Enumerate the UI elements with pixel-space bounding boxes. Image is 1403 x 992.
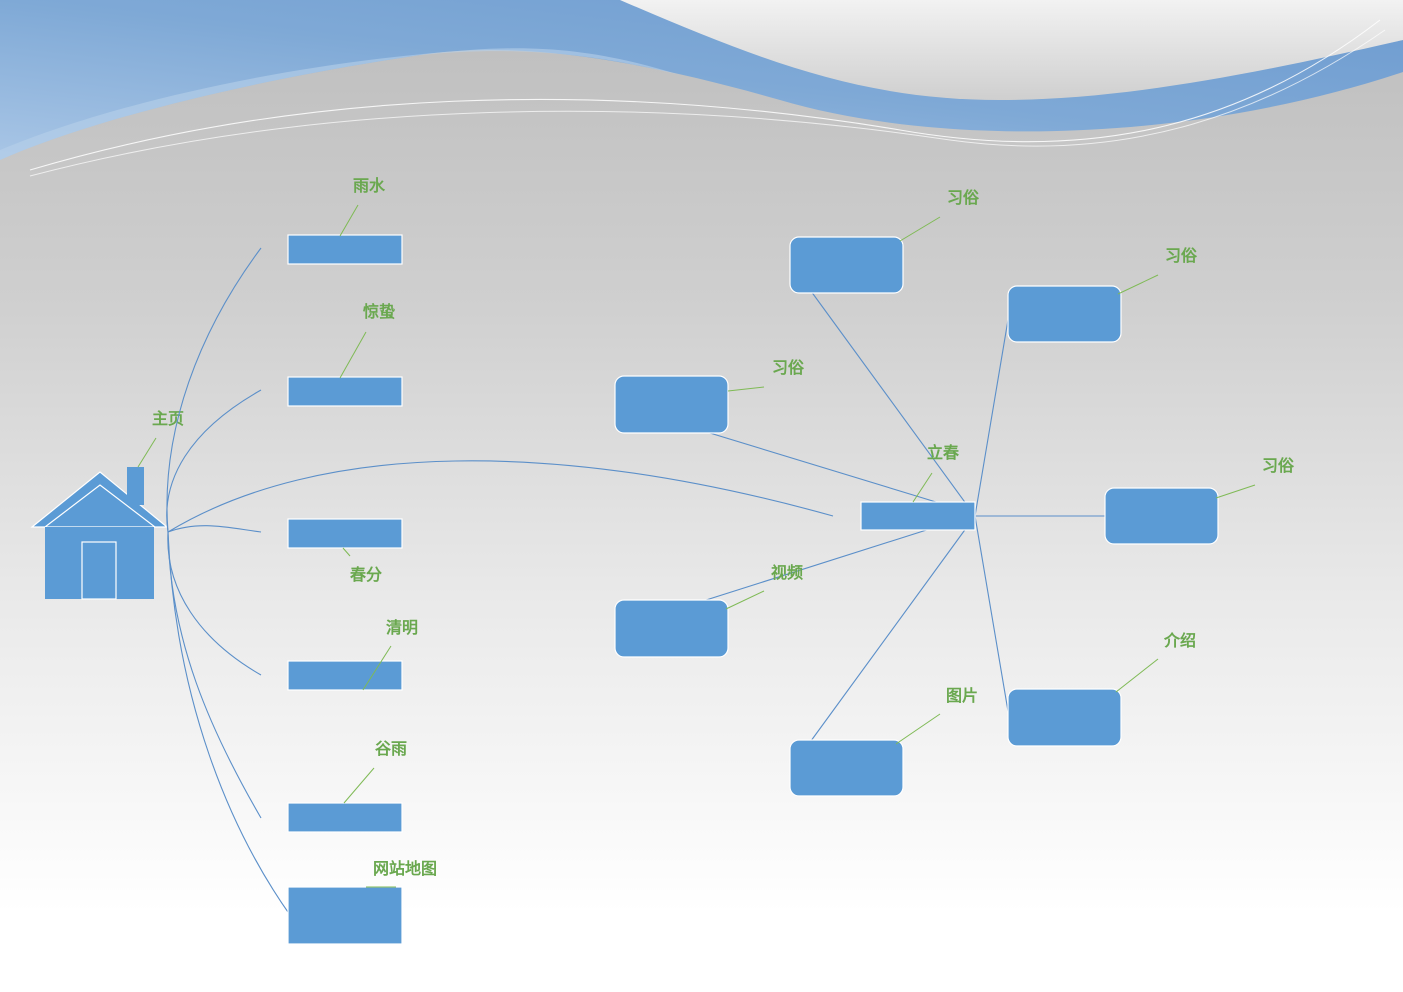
header-wave-decoration [0,0,1403,177]
label-custom-4: 习俗 [1262,456,1295,475]
node-yushui[interactable] [287,234,403,265]
callout-intro [1115,658,1159,693]
node-site-map[interactable] [287,886,403,945]
label-lichun: 立春 [927,443,960,462]
callout-lichun [912,472,933,503]
label-yushui: 雨水 [353,176,386,195]
callout-guyu [343,767,375,804]
node-pictures[interactable] [789,739,904,797]
callout-video [725,590,765,610]
label-custom-2: 习俗 [1165,246,1198,265]
callout-custom-4 [1215,484,1256,499]
node-intro[interactable] [1007,688,1122,747]
label-chunfen: 春分 [349,565,382,584]
callout-yushui [339,204,359,237]
label-guyu: 谷雨 [375,739,407,758]
node-custom-3[interactable] [614,375,729,434]
node-custom-4[interactable] [1104,487,1219,545]
label-custom-3: 习俗 [772,358,805,377]
label-qingming: 清明 [386,618,418,637]
node-chunfen[interactable] [287,518,403,549]
house-icon[interactable] [30,467,169,600]
label-intro: 介绍 [1163,631,1196,650]
home-label: 主页 [152,409,184,428]
label-video: 视频 [771,563,803,582]
callout-custom-2 [1117,274,1159,295]
node-custom-1[interactable] [789,236,904,294]
callout-qingming [362,645,392,691]
node-guyu[interactable] [287,802,403,833]
node-custom-2[interactable] [1007,285,1122,343]
home-callout-line [137,437,157,468]
callout-custom-3 [727,386,765,392]
label-custom-1: 习俗 [947,188,980,207]
label-jingzhe: 惊蛰 [363,302,395,321]
node-jingzhe[interactable] [287,376,403,407]
callout-jingzhe [339,331,367,379]
node-video[interactable] [614,599,729,658]
callout-pictures [895,713,941,745]
label-site-map: 网站地图 [373,859,437,878]
home-connectors [166,247,834,916]
callout-chunfen [342,547,351,557]
label-pictures: 图片 [946,686,978,705]
callout-custom-1 [899,216,941,242]
node-lichun-hub[interactable] [860,501,976,531]
node-qingming[interactable] [287,660,403,691]
